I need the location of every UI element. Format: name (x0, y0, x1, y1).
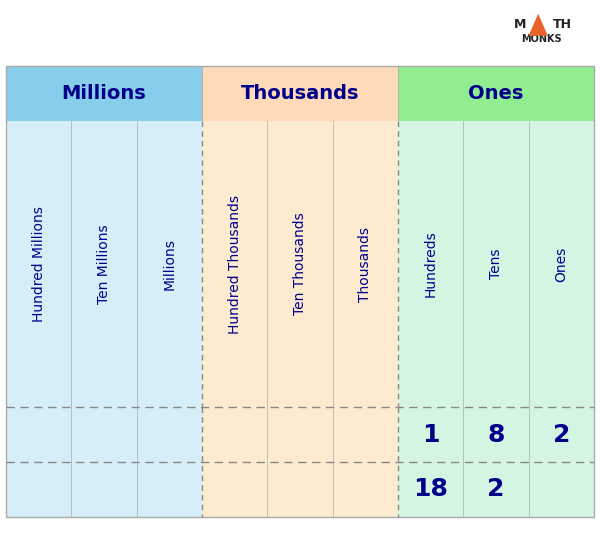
Text: M: M (514, 18, 526, 31)
FancyBboxPatch shape (398, 66, 594, 121)
Text: 1: 1 (422, 422, 439, 447)
FancyBboxPatch shape (202, 121, 398, 407)
Text: MONKS: MONKS (521, 34, 562, 43)
FancyBboxPatch shape (398, 462, 594, 517)
FancyBboxPatch shape (202, 462, 398, 517)
Text: Ones: Ones (469, 84, 524, 103)
Text: Ones: Ones (554, 246, 568, 282)
Text: 8: 8 (487, 422, 505, 447)
Polygon shape (529, 14, 548, 36)
FancyBboxPatch shape (6, 462, 202, 517)
FancyBboxPatch shape (6, 66, 202, 121)
Text: Thousands: Thousands (358, 227, 373, 301)
FancyBboxPatch shape (202, 66, 398, 121)
FancyBboxPatch shape (398, 407, 594, 462)
Text: 2: 2 (553, 422, 570, 447)
Text: TH: TH (553, 18, 572, 31)
Text: Thousands: Thousands (241, 84, 359, 103)
Text: Millions: Millions (62, 84, 146, 103)
Text: Tens: Tens (489, 249, 503, 279)
Text: Hundreds: Hundreds (424, 230, 437, 298)
FancyBboxPatch shape (6, 121, 202, 407)
Text: 18: 18 (413, 477, 448, 502)
Text: 2: 2 (487, 477, 505, 502)
Text: Millions: Millions (163, 238, 176, 290)
FancyBboxPatch shape (6, 407, 202, 462)
FancyBboxPatch shape (398, 121, 594, 407)
Text: Ten Millions: Ten Millions (97, 224, 111, 304)
FancyBboxPatch shape (202, 407, 398, 462)
Text: Hundred Thousands: Hundred Thousands (227, 195, 242, 333)
Text: Ten Thousands: Ten Thousands (293, 213, 307, 315)
Text: Hundred Millions: Hundred Millions (32, 206, 46, 322)
